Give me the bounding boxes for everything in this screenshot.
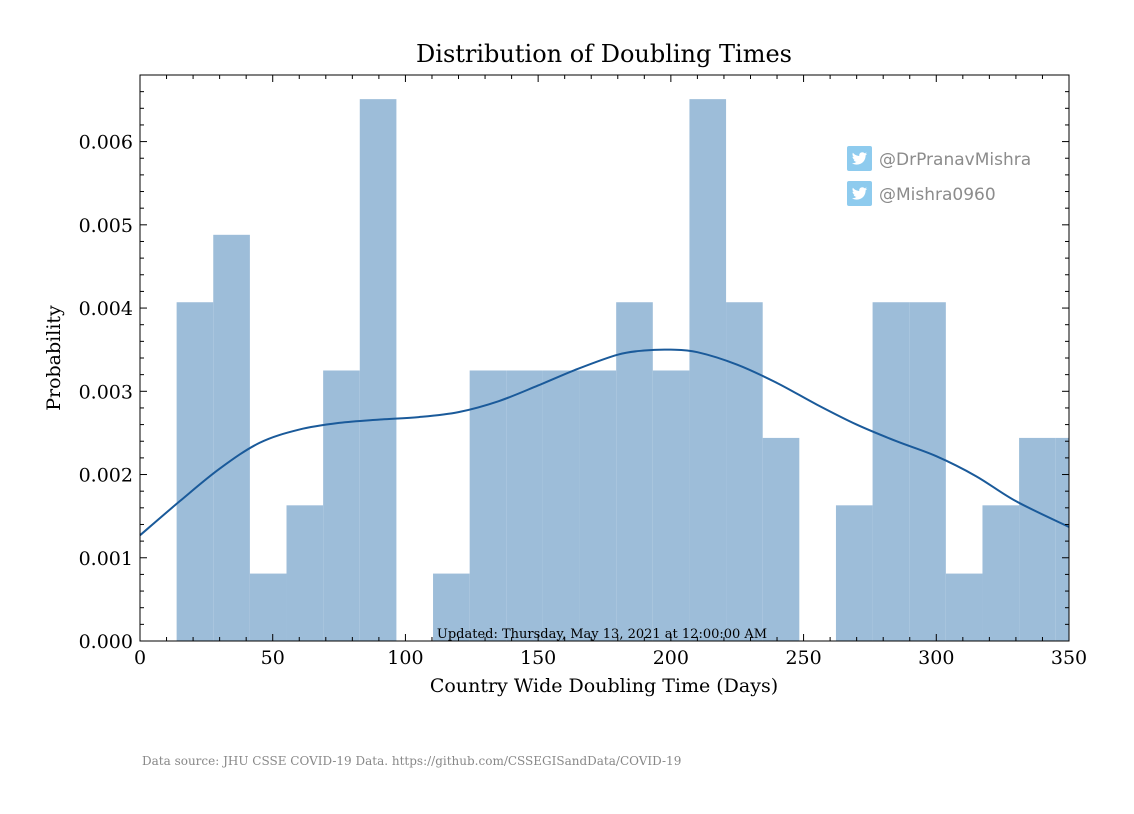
updated-annotation: Updated: Thursday, May 13, 2021 at 12:00… xyxy=(437,627,767,642)
histogram-bar xyxy=(323,370,360,641)
x-tick-label: 300 xyxy=(918,647,954,669)
y-tick-label: 0.002 xyxy=(79,465,133,487)
histogram-bar xyxy=(506,370,543,641)
twitter-handle-text: @Mishra0960 xyxy=(879,185,996,205)
histogram-bar xyxy=(726,302,763,641)
histogram-bar xyxy=(249,573,287,641)
x-tick-label: 0 xyxy=(134,647,146,669)
y-axis-label: Probability xyxy=(43,305,65,411)
y-tick-label: 0.003 xyxy=(79,381,133,403)
histogram-bar xyxy=(176,302,214,641)
y-tick-label: 0.001 xyxy=(79,548,133,570)
histogram-bar xyxy=(652,370,690,641)
histogram-bar xyxy=(1055,437,1069,641)
x-tick-label: 250 xyxy=(785,647,821,669)
histogram-bar xyxy=(872,302,910,641)
histogram-bar xyxy=(213,234,250,641)
data-source-footer: Data source: JHU CSSE COVID-19 Data. htt… xyxy=(142,754,682,768)
chart-title: Distribution of Doubling Times xyxy=(416,40,792,68)
histogram-bar xyxy=(542,370,580,641)
y-tick-label: 0.005 xyxy=(79,215,133,237)
twitter-icon xyxy=(847,146,872,171)
histogram-bar xyxy=(433,573,470,641)
axis-ticks: 0 50 100 150 200 250 300 350 0.000 0.001 0.002 0.00… xyxy=(79,74,1087,669)
x-tick-label: 50 xyxy=(261,647,285,669)
x-axis-label: Country Wide Doubling Time (Days) xyxy=(430,675,778,697)
histogram-bar xyxy=(286,505,324,641)
histogram-bar xyxy=(469,370,507,641)
twitter-handle-text: @DrPranavMishra xyxy=(879,150,1031,170)
social-handle-2: @Mishra0960 xyxy=(847,181,996,206)
histogram-bar xyxy=(689,99,727,641)
histogram-bar xyxy=(762,437,800,641)
histogram-bar xyxy=(1019,437,1056,641)
histogram-bar xyxy=(579,370,617,641)
x-tick-label: 100 xyxy=(387,647,423,669)
x-tick-label: 350 xyxy=(1051,647,1087,669)
histogram-bar xyxy=(982,505,1020,641)
histogram-bar xyxy=(909,302,946,641)
bars-group xyxy=(176,99,1069,641)
y-tick-label: 0.000 xyxy=(79,631,133,653)
histogram-bar xyxy=(945,573,983,641)
y-tick-label: 0.004 xyxy=(79,298,133,320)
kde-curve xyxy=(139,348,1070,537)
histogram-bar xyxy=(359,99,397,641)
y-tick-label: 0.006 xyxy=(79,132,133,154)
x-tick-label: 150 xyxy=(520,647,556,669)
social-handle-1: @DrPranavMishra xyxy=(847,146,1031,171)
x-tick-label: 200 xyxy=(653,647,689,669)
histogram-bar xyxy=(835,505,873,641)
histogram-bar xyxy=(616,302,653,641)
twitter-icon xyxy=(847,181,872,206)
